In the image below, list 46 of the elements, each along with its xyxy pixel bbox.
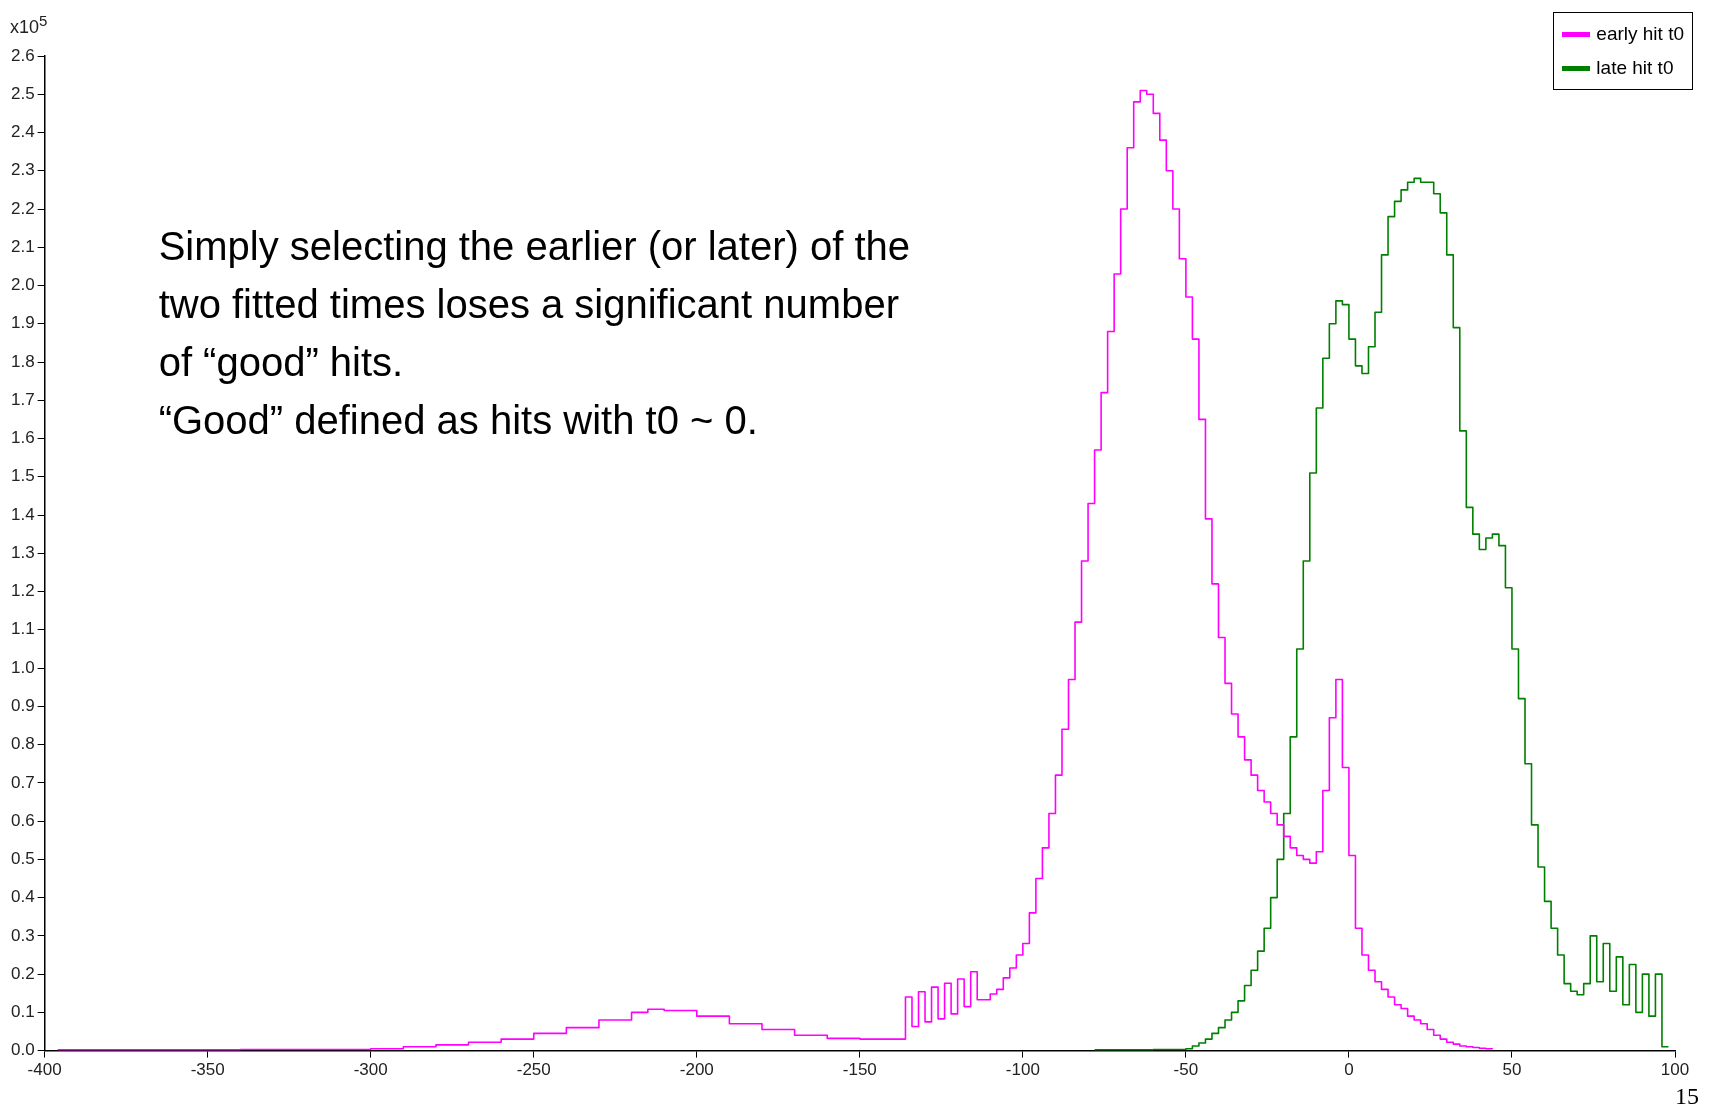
x-tick-label: -250 (516, 1060, 551, 1080)
y-tick-label: 1.8 (10, 351, 35, 371)
y-tick-label: 1.5 (10, 466, 35, 486)
y-tick-label: 0.4 (10, 887, 35, 907)
y-tick-label: 0.2 (10, 963, 35, 983)
y-axis-title: x10$^{5}$ (10, 12, 48, 38)
y-tick-label: 1.3 (10, 542, 35, 562)
annotation: “Good” defined as hits with t0 ~ 0. (158, 398, 758, 442)
y-tick-label: 0.6 (10, 810, 35, 830)
x-tick-label: -350 (190, 1060, 225, 1080)
y-tick-label: 1.1 (10, 619, 35, 639)
x-tick-label: 100 (1660, 1060, 1690, 1080)
y-tick-label: 1.7 (10, 389, 35, 409)
x-tick-label: -300 (353, 1060, 388, 1080)
x-tick-label: -150 (842, 1060, 877, 1080)
y-tick-label: 2.0 (10, 275, 35, 295)
y-tick-label: 1.6 (10, 428, 35, 448)
y-tick-label: 1.2 (10, 581, 35, 601)
y-tick-label: 0.9 (10, 696, 35, 715)
y-tick-label: 2.4 (10, 122, 35, 142)
y-tick-label: 0.7 (10, 772, 35, 792)
y-tick-label: 2.2 (10, 198, 35, 218)
y-tick-label: 1.0 (10, 657, 35, 677)
x-tick-label: 50 (1502, 1060, 1522, 1080)
x-tick-label: -400 (27, 1060, 62, 1080)
y-tick-label: 0.3 (10, 925, 35, 945)
annotation: Simply selecting the earlier (or later) of the (158, 224, 911, 268)
y-tick-label: 2.5 (10, 83, 35, 103)
y-tick-label: 2.1 (10, 236, 35, 256)
y-tick-label: 2.3 (10, 160, 35, 180)
y-tick-label: 2.6 (10, 45, 35, 65)
y-tick-label: 0.8 (10, 734, 35, 754)
y-tick-label: 0.1 (10, 1002, 35, 1022)
annotation: two fitted times loses a significant number (158, 282, 899, 326)
x-tick-label: -100 (1005, 1060, 1040, 1080)
legend-label: late hit t0 (1596, 56, 1674, 80)
legend-label: early hit t0 (1596, 22, 1684, 46)
y-tick-label: 0.0 (10, 1040, 35, 1060)
text: 15 (1675, 1083, 1699, 1109)
y-tick-label: 0.5 (10, 849, 35, 869)
y-tick-label: 1.9 (10, 313, 35, 333)
x-tick-label: 0 (1344, 1060, 1354, 1080)
x-tick-label: -50 (1173, 1060, 1199, 1080)
x-tick-label: -200 (679, 1060, 714, 1080)
y-tick-label: 1.4 (10, 504, 35, 524)
annotation: of “good” hits. (158, 340, 404, 384)
